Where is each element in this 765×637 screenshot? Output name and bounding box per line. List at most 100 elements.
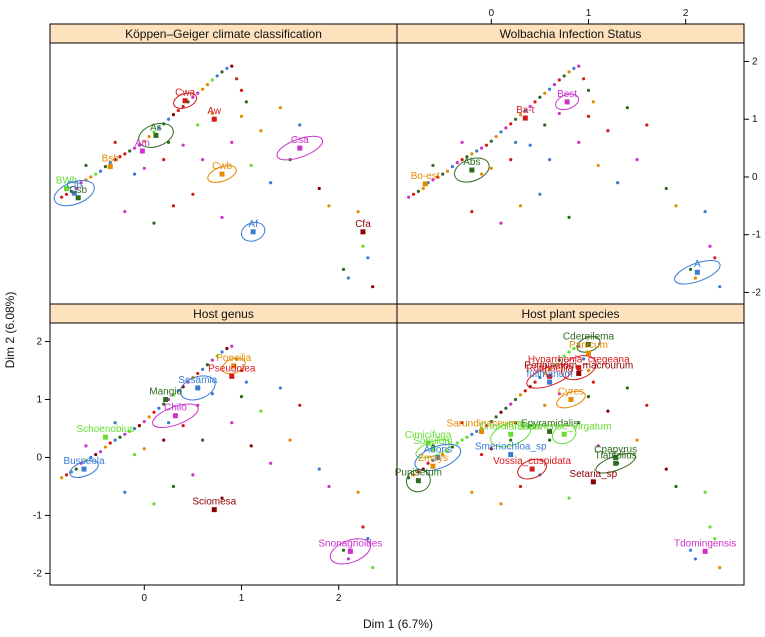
data-point <box>249 163 253 168</box>
panel-frame <box>49 23 398 305</box>
data-point <box>201 87 205 91</box>
data-point <box>557 111 561 116</box>
data-point <box>152 410 156 414</box>
x-tick-label: 2 <box>336 593 342 604</box>
data-point <box>465 155 469 159</box>
data-point <box>132 452 137 457</box>
data-point <box>152 502 156 506</box>
group-ellipse <box>555 93 580 111</box>
y-tick-label: 2 <box>36 337 42 348</box>
data-point <box>98 450 103 454</box>
data-point <box>181 104 185 109</box>
data-point <box>562 74 566 78</box>
data-point <box>142 139 146 143</box>
data-point <box>416 189 420 194</box>
data-point <box>431 458 435 462</box>
group-label: Panicum <box>569 340 608 351</box>
data-point <box>356 210 360 214</box>
data-point <box>416 470 420 474</box>
group-ellipse <box>517 458 548 480</box>
data-point <box>713 537 717 541</box>
data-point <box>147 134 151 139</box>
group-ellipse <box>560 355 597 381</box>
data-point <box>103 445 108 449</box>
data-point <box>523 389 527 393</box>
data-point <box>346 276 351 280</box>
x-tick-label: 0 <box>489 8 495 19</box>
group-label: A <box>694 259 701 270</box>
group-ellipse <box>173 92 198 109</box>
data-point <box>543 371 547 376</box>
data-point <box>703 210 707 214</box>
data-point <box>567 350 571 354</box>
group-centroid <box>585 350 591 356</box>
group-centroid <box>139 148 145 154</box>
data-point <box>674 484 678 489</box>
data-point <box>176 108 180 113</box>
group-label: Poecilia <box>216 353 251 364</box>
group-centroid <box>297 145 303 151</box>
data-point <box>123 432 127 436</box>
data-point <box>220 350 224 354</box>
group-ellipse <box>138 122 174 148</box>
data-point <box>465 435 469 439</box>
data-point <box>317 186 321 191</box>
y-tick-label: 1 <box>752 114 758 125</box>
group-label: As <box>150 122 162 133</box>
data-point <box>693 276 698 280</box>
group-centroid <box>529 466 535 472</box>
data-point <box>171 204 176 208</box>
data-point <box>567 215 571 219</box>
group-centroid <box>64 186 70 192</box>
data-point <box>645 403 649 407</box>
data-point <box>441 172 445 176</box>
data-point <box>79 181 83 185</box>
data-point <box>586 395 591 399</box>
panel-0: Köppen–Geiger climate classification Cwa A… <box>49 23 398 305</box>
data-point <box>94 172 98 176</box>
y-tick-label: 2 <box>752 56 758 67</box>
x-tick-label: 1 <box>586 8 592 19</box>
group-ellipse <box>674 259 721 285</box>
data-point <box>371 285 375 289</box>
group-ellipse <box>207 165 237 183</box>
data-point <box>460 421 464 425</box>
data-point <box>586 368 591 373</box>
group-label: Cimicifuga <box>405 430 452 441</box>
data-point <box>210 111 214 116</box>
group-label: Punisetum <box>395 468 442 479</box>
data-point <box>484 423 489 428</box>
y-tick-label: -1 <box>33 510 42 521</box>
panel-frame <box>396 23 745 305</box>
group-centroid <box>172 413 178 419</box>
group-centroid <box>153 132 159 138</box>
y-tick-label: 1 <box>36 395 42 406</box>
data-point <box>366 537 370 541</box>
data-point <box>499 410 503 414</box>
data-point <box>171 393 176 397</box>
group-label: Tdomingensis <box>674 538 736 549</box>
data-point <box>220 496 224 500</box>
group-centroid <box>576 365 582 371</box>
group-label: Snonagrioides <box>318 538 382 549</box>
panel-title: Wolbachia Infection Status <box>500 27 642 41</box>
data-point <box>361 525 365 529</box>
group-centroid <box>590 479 596 485</box>
group-centroid <box>522 115 528 121</box>
data-point <box>128 149 132 153</box>
data-point <box>450 445 455 449</box>
data-point <box>74 467 78 471</box>
group-label: Csb <box>69 185 87 196</box>
data-point <box>489 166 493 170</box>
x-tick-label: 1 <box>239 593 245 604</box>
data-point <box>278 386 282 390</box>
data-point <box>577 421 581 425</box>
group-centroid <box>568 397 574 403</box>
data-point <box>142 419 146 424</box>
data-point <box>411 473 416 477</box>
data-point <box>431 163 435 168</box>
data-point <box>181 423 185 428</box>
data-point <box>191 473 195 477</box>
